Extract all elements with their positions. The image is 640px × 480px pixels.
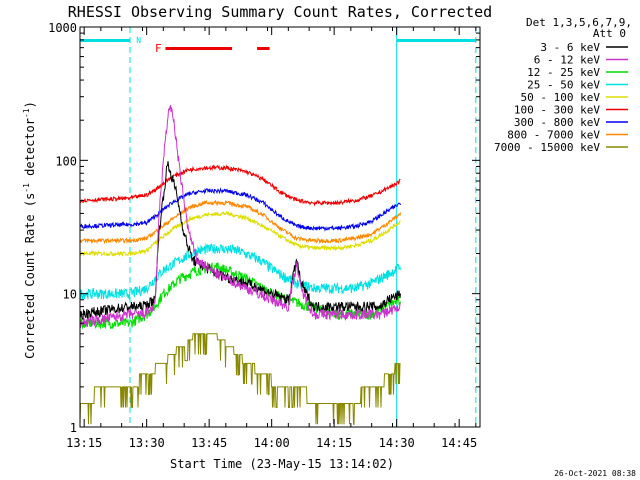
y-tick-label: 100: [55, 154, 77, 168]
series-line-5: [79, 164, 401, 207]
x-tick-label: 13:15: [66, 436, 102, 450]
series-line-3: [79, 242, 401, 301]
night-interval-bar: [396, 39, 476, 42]
y-axis-label: Corrected Count Rate (s-1 detector-1): [22, 101, 37, 359]
series-layer: [79, 105, 401, 425]
y-axis-label-main: Corrected Count Rate (s: [23, 193, 37, 359]
y-axis-label-end: ): [23, 101, 37, 108]
y-tick-label: 1: [70, 421, 77, 435]
legend-entry-label: 300 - 800 keV: [514, 116, 600, 129]
x-tick-label: 13:45: [191, 436, 227, 450]
night-interval-bar: [80, 39, 130, 42]
series-line-0: [79, 161, 401, 321]
flare-interval-bar: [165, 47, 233, 50]
x-tick-label: 14:45: [441, 436, 477, 450]
y-tick-label: 10: [63, 288, 77, 302]
legend-attenuator: Att 0: [593, 27, 626, 40]
y-tick-label: 1000: [48, 21, 77, 35]
plot-frame: [79, 26, 481, 428]
series-line-6: [79, 187, 401, 232]
legend-detectors: Det 1,3,5,6,7,9,: [526, 16, 632, 29]
night-label: N: [136, 36, 141, 45]
y-axis-label-mid: detector: [23, 118, 37, 183]
x-tick-label: 14:30: [379, 436, 415, 450]
legend-entry-label: 25 - 50 keV: [527, 79, 600, 92]
legend-entry-label: 100 - 300 keV: [514, 104, 600, 117]
x-tick-label: 14:00: [254, 436, 290, 450]
series-line-8: [79, 333, 401, 425]
y-axis-label-sup-1: -1: [22, 183, 31, 193]
flare-interval-bar: [257, 47, 270, 50]
x-tick-label: 13:30: [129, 436, 165, 450]
legend-entry-label: 50 - 100 keV: [521, 91, 601, 104]
x-axis: 13:15 13:30 13:45 14:00 14:15 14:30 14:45: [66, 27, 477, 450]
series-line-4: [79, 210, 401, 258]
generation-timestamp: 26-Oct-2021 08:38: [554, 469, 636, 478]
y-axis: 1 10 100 1000: [48, 21, 480, 435]
legend-entry-label: 12 - 25 keV: [527, 66, 600, 79]
legend-header: Det 1,3,5,6,7,9, Att 0: [526, 16, 632, 40]
series-line-1: [79, 105, 401, 328]
chart-title: RHESSI Observing Summary Count Rates, Co…: [68, 3, 492, 21]
x-axis-label: Start Time (23-May-15 13:14:02): [170, 457, 394, 471]
legend-entry-label: 3 - 6 keV: [540, 41, 600, 54]
flare-label: F: [155, 42, 162, 55]
series-line-7: [79, 199, 401, 245]
x-tick-label: 14:15: [316, 436, 352, 450]
legend-entry-label: 6 - 12 keV: [534, 54, 601, 67]
y-axis-label-sup-2: -1: [22, 108, 31, 118]
plot-area: N F 13:15 13:30 13:45 14:00 14:15 14:30 14:45 1…: [48, 21, 481, 450]
legend-entry-label: 800 - 7000 keV: [507, 129, 600, 142]
legend-entry-label: 7000 - 15000 keV: [494, 141, 600, 154]
